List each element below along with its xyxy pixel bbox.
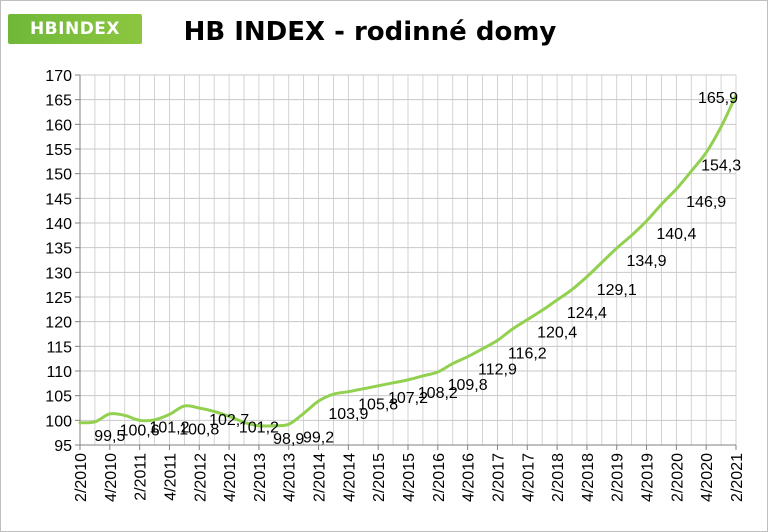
data-label: 100,6 <box>120 422 160 439</box>
data-label: 116,2 <box>508 345 547 362</box>
data-label: 124,4 <box>567 305 607 322</box>
x-tick-label: 4/2017 <box>520 453 537 502</box>
data-label: 129,1 <box>597 282 637 299</box>
data-label: 102,7 <box>209 412 249 429</box>
data-label: 99,2 <box>303 429 334 446</box>
y-tick-label: 160 <box>45 117 72 134</box>
x-tick-label: 4/2011 <box>162 453 179 501</box>
y-tick-label: 110 <box>46 364 72 381</box>
x-tick-label: 2/2018 <box>550 453 567 502</box>
x-tick-label: 2/2015 <box>371 453 388 502</box>
x-tick-label: 4/2012 <box>222 453 239 502</box>
x-tick-label: 2/2010 <box>73 453 90 502</box>
y-tick-label: 100 <box>45 413 72 430</box>
data-label: 165,9 <box>698 90 738 107</box>
x-tick-label: 4/2018 <box>580 453 597 502</box>
x-tick-label: 4/2013 <box>282 453 299 502</box>
x-tick-label: 2/2017 <box>490 453 507 502</box>
x-tick-label: 2/2012 <box>192 453 209 502</box>
y-tick-label: 95 <box>54 438 72 455</box>
x-tick-label: 4/2019 <box>640 453 657 502</box>
data-label: 108,2 <box>418 385 458 402</box>
y-tick-label: 115 <box>46 339 72 356</box>
x-tick-label: 2/2011 <box>133 453 150 501</box>
x-tick-label: 4/2020 <box>699 453 716 502</box>
data-label: 120,4 <box>537 325 577 342</box>
x-tick-label: 4/2015 <box>401 453 418 502</box>
y-tick-label: 105 <box>45 389 72 406</box>
data-label: 105,8 <box>358 397 398 414</box>
data-label: 98,9 <box>273 431 304 448</box>
x-tick-label: 2/2014 <box>312 453 329 502</box>
data-label: 100,8 <box>179 421 219 438</box>
x-tick-label: 4/2014 <box>341 453 358 502</box>
y-tick-label: 125 <box>45 290 72 307</box>
y-tick-label: 120 <box>45 315 72 332</box>
y-tick-label: 150 <box>45 167 72 184</box>
y-tick-label: 155 <box>45 142 72 159</box>
x-tick-label: 2/2013 <box>252 453 269 502</box>
y-tick-label: 130 <box>45 265 72 282</box>
data-label: 101,2 <box>239 419 279 436</box>
data-label: 134,9 <box>627 253 667 270</box>
y-tick-label: 145 <box>45 191 72 208</box>
y-tick-label: 135 <box>45 241 72 258</box>
data-label: 109,8 <box>448 377 488 394</box>
hbindex-logo: HBINDEX <box>8 14 142 44</box>
x-tick-label: 4/2010 <box>103 453 120 502</box>
data-label: 154,3 <box>701 157 741 174</box>
y-tick-label: 165 <box>45 93 72 110</box>
x-tick-label: 2/2019 <box>610 453 627 502</box>
data-label: 101,2 <box>149 419 189 436</box>
data-label: 99,5 <box>94 428 125 445</box>
data-label: 112,9 <box>478 362 517 379</box>
chart-title: HB INDEX - rodinné domy <box>183 17 557 47</box>
data-label: 140,4 <box>656 226 696 243</box>
x-tick-label: 2/2020 <box>669 453 686 502</box>
y-tick-label: 140 <box>45 216 72 233</box>
logo-text: HBINDEX <box>29 19 121 39</box>
x-tick-label: 2/2016 <box>431 453 448 502</box>
data-label: 146,9 <box>686 194 726 211</box>
y-tick-label: 170 <box>45 68 72 85</box>
series-line <box>78 93 738 428</box>
x-tick-label: 2/2021 <box>729 453 746 502</box>
x-tick-label: 4/2016 <box>461 453 478 502</box>
data-label: 103,9 <box>328 406 368 423</box>
data-label: 107,2 <box>388 390 428 407</box>
